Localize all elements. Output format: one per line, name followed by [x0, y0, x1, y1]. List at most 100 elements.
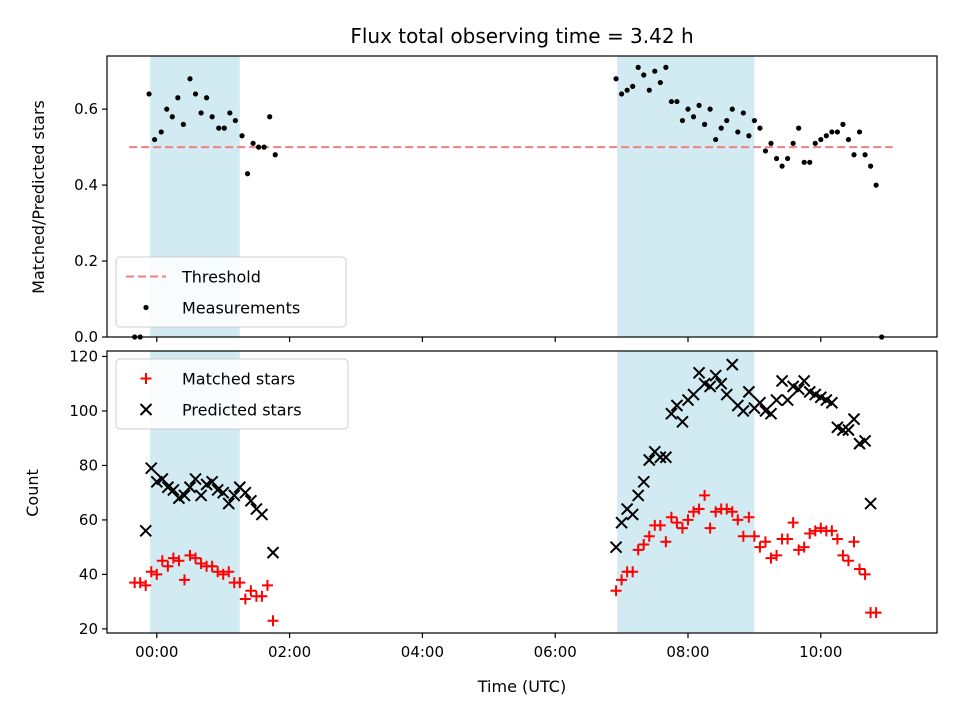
- measurements-point-71: [862, 152, 868, 158]
- measurements-point-11: [192, 91, 199, 97]
- measurements-point-12: [198, 110, 204, 116]
- measurements-point-6: [164, 106, 170, 112]
- measurements-point-41: [696, 102, 702, 108]
- measurements-point-57: [785, 155, 791, 162]
- measurements-point-17: [227, 110, 233, 116]
- predicted-stars-point-15: [216, 486, 230, 499]
- matched-stars-point-10: [178, 574, 190, 586]
- matched-stars-point-16: [212, 566, 224, 578]
- y-tick-label: 60: [79, 511, 98, 529]
- matched-stars-point-5: [151, 568, 163, 580]
- measurements-point-43: [707, 106, 713, 112]
- predicted-stars-point-11: [194, 489, 208, 502]
- measurements-point-63: [818, 136, 824, 143]
- matched-stars-point-30: [627, 566, 639, 578]
- matched-stars-point-49: [732, 514, 744, 526]
- measurements-point-39: [685, 106, 691, 112]
- predicted-stars-point-58: [797, 374, 811, 388]
- predicted-stars-point-27: [626, 508, 639, 521]
- matched-stars-point-12: [190, 552, 202, 564]
- predicted-stars-point-6: [167, 483, 180, 497]
- y-tick-label: 20: [79, 620, 98, 638]
- matched-stars-point-17: [217, 568, 229, 580]
- matched-stars-point-45: [710, 506, 722, 518]
- matched-stars-point-31: [632, 544, 644, 556]
- measurements-point-50: [746, 133, 752, 139]
- matched-stars-point-25: [261, 579, 273, 591]
- measurements-point-21: [250, 140, 256, 146]
- predicted-stars-point-4: [156, 472, 169, 486]
- measurements-point-45: [718, 125, 724, 131]
- predicted-stars-point-38: [687, 388, 700, 401]
- measurements-point-52: [757, 125, 763, 131]
- matched-stars-point-72: [859, 568, 871, 580]
- panel-frame: [106, 55, 938, 338]
- chart-title: Flux total observing time = 3.42 h: [350, 24, 693, 48]
- predicted-stars-point-24: [609, 540, 623, 554]
- matched-stars-point-18: [223, 566, 235, 578]
- measurements-point-31: [641, 72, 647, 78]
- y-tick-label: 80: [79, 456, 98, 474]
- x-tick-label: 08:00: [666, 643, 709, 661]
- legend-label: Predicted stars: [182, 401, 302, 420]
- matched-stars-point-71: [854, 563, 866, 575]
- predicted-stars-point-54: [775, 374, 789, 388]
- legend-box: [115, 256, 347, 328]
- measurements-point-5: [158, 129, 164, 135]
- legend: Matched stars Predicted stars: [115, 358, 349, 430]
- matched-stars-point-51: [743, 511, 755, 523]
- measurements-point-13: [204, 95, 210, 101]
- measurements-point-62: [812, 140, 818, 146]
- predicted-stars-point-34: [665, 407, 678, 420]
- x-tick-label: 10:00: [799, 643, 842, 661]
- matched-stars-point-21: [239, 593, 251, 605]
- matched-stars-point-56: [771, 549, 783, 561]
- measurements-point-73: [873, 182, 879, 188]
- predicted-stars-point-42: [709, 369, 722, 382]
- predicted-stars-point-23: [266, 546, 280, 559]
- y-tick-label: 40: [79, 565, 98, 583]
- matched-stars-point-48: [726, 506, 738, 518]
- matched-stars-point-44: [704, 522, 716, 534]
- legend-marker-measurements: [143, 304, 149, 311]
- legend-label: Threshold: [181, 268, 261, 287]
- predicted-stars-point-48: [742, 385, 756, 399]
- predicted-stars-point-25: [615, 516, 628, 529]
- measurements-point-53: [762, 148, 769, 154]
- matched-stars-point-39: [676, 522, 688, 534]
- predicted-stars-point-50: [753, 396, 767, 409]
- measurements-point-56: [779, 163, 785, 169]
- predicted-stars-point-44: [720, 388, 733, 401]
- predicted-stars-point-39: [692, 366, 706, 380]
- predicted-stars-point-8: [178, 489, 191, 502]
- measurements-point-70: [856, 129, 863, 135]
- y-tick-label: 0.0: [74, 328, 98, 346]
- predicted-stars-point-65: [836, 423, 850, 437]
- matched-stars-point-64: [815, 522, 827, 534]
- measurements-point-51: [751, 117, 758, 124]
- predicted-stars-point-36: [676, 415, 689, 429]
- matched-stars-point-28: [616, 574, 628, 586]
- measurements-point-36: [668, 98, 675, 105]
- predicted-stars-point-22: [255, 508, 269, 521]
- measurements-point-3: [146, 91, 152, 97]
- predicted-stars-point-30: [643, 453, 656, 467]
- matched-stars-point-7: [162, 560, 174, 572]
- matched-stars-point-62: [804, 528, 816, 540]
- matched-stars-point-47: [721, 503, 733, 515]
- measurements-point-24: [267, 114, 273, 120]
- predicted-stars-point-35: [670, 399, 684, 412]
- measurements-point-15: [216, 125, 222, 131]
- predicted-stars-point-2: [145, 461, 158, 475]
- measurements-point-29: [630, 83, 636, 89]
- y-tick-label: 100: [69, 402, 98, 420]
- predicted-stars-point-57: [792, 382, 805, 396]
- predicted-stars-point-19: [239, 486, 252, 499]
- panel-frame: [106, 350, 938, 634]
- measurements-point-22: [256, 144, 262, 150]
- matched-stars-point-4: [145, 566, 157, 578]
- predicted-stars-point-1: [139, 524, 152, 538]
- predicted-stars-point-52: [764, 407, 778, 420]
- predicted-stars-point-45: [726, 358, 739, 371]
